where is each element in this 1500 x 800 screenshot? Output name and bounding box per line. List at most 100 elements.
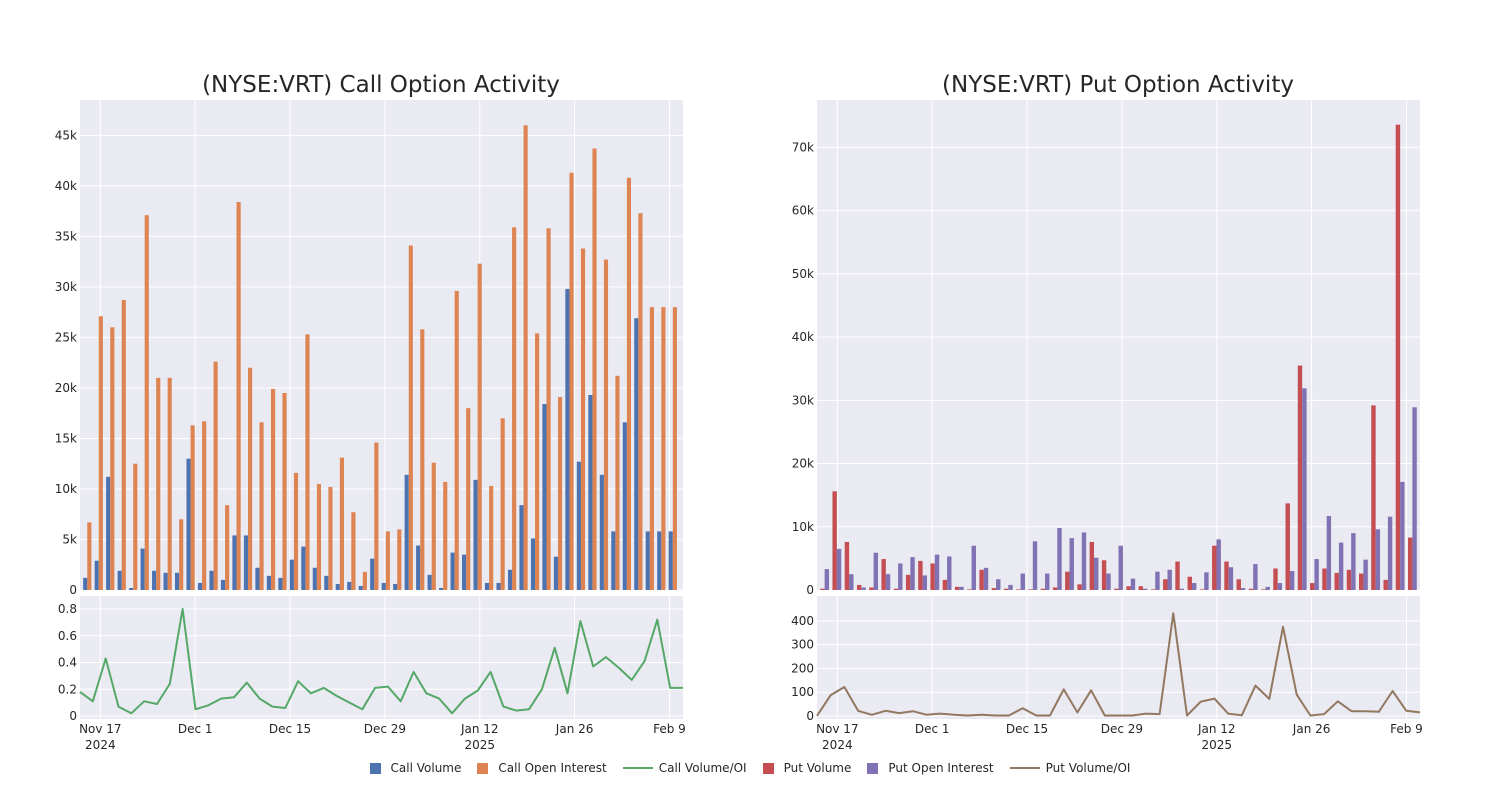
open-interest-bar bbox=[98, 316, 103, 590]
volume-bar bbox=[893, 588, 899, 590]
call-chart-title: (NYSE:VRT) Call Option Activity bbox=[202, 72, 560, 98]
open-interest-bar bbox=[1253, 564, 1258, 590]
open-interest-bar bbox=[248, 367, 253, 590]
open-interest-bar bbox=[1302, 388, 1307, 590]
ratio-y-tick-label: 400 bbox=[791, 614, 814, 628]
volume-bar bbox=[335, 583, 340, 590]
open-interest-bar bbox=[408, 245, 413, 590]
volume-bar bbox=[519, 505, 524, 590]
put-x-ticks: Nov 17 2024 Dec 1 Dec 15 Dec 29 Jan 12 2025 Jan… bbox=[816, 722, 1423, 752]
open-interest-bar bbox=[305, 334, 310, 590]
volume-bar bbox=[1175, 561, 1180, 590]
volume-bar bbox=[1138, 586, 1143, 590]
volume-bar bbox=[209, 570, 214, 590]
legend-label-put-volume: Put Volume bbox=[783, 761, 852, 775]
open-interest-bar bbox=[110, 327, 115, 590]
volume-bar bbox=[220, 579, 226, 590]
volume-bar bbox=[129, 587, 134, 590]
ratio-y-tick-label: 0.8 bbox=[58, 602, 77, 616]
open-interest-bar bbox=[225, 505, 230, 590]
y-tick-label: 30k bbox=[792, 393, 814, 407]
open-interest-bar bbox=[934, 554, 940, 590]
open-interest-bar bbox=[1363, 559, 1368, 590]
open-interest-bar bbox=[1130, 578, 1136, 590]
y-tick-label: 0 bbox=[806, 583, 814, 597]
open-interest-bar bbox=[1228, 567, 1234, 590]
open-interest-bar bbox=[569, 172, 574, 591]
volume-bar bbox=[358, 585, 363, 590]
volume-bar bbox=[462, 554, 467, 590]
open-interest-bar bbox=[1400, 481, 1405, 590]
x-tick-label: Jan 26 bbox=[1292, 722, 1331, 736]
volume-bar bbox=[1310, 583, 1315, 590]
open-interest-bar bbox=[603, 259, 609, 590]
volume-bar bbox=[324, 575, 329, 590]
volume-bar bbox=[1359, 573, 1364, 590]
volume-bar bbox=[622, 422, 627, 590]
open-interest-bar bbox=[836, 548, 842, 590]
volume-bar bbox=[645, 531, 650, 590]
open-interest-bar bbox=[661, 307, 666, 590]
volume-bar bbox=[954, 586, 960, 590]
open-interest-bar bbox=[849, 574, 854, 590]
volume-bar bbox=[507, 569, 513, 590]
legend: Call Volume Call Open Interest Call Volu… bbox=[0, 758, 1500, 778]
volume-bar bbox=[1395, 124, 1401, 590]
volume-bar bbox=[152, 570, 157, 590]
volume-bar bbox=[553, 556, 558, 590]
volume-bar bbox=[930, 563, 935, 590]
volume-bar bbox=[266, 575, 271, 590]
open-interest-bar bbox=[1314, 559, 1319, 590]
open-interest-bar bbox=[1216, 539, 1221, 590]
x-tick-label: Feb 9 bbox=[653, 722, 686, 736]
open-interest-bar bbox=[580, 248, 586, 591]
open-interest-bar bbox=[385, 531, 390, 590]
volume-bar bbox=[278, 577, 283, 590]
call-ratio-panel bbox=[80, 596, 683, 719]
put-ratio-line-group bbox=[816, 612, 1421, 717]
x-tick-year-label: 2024 bbox=[822, 738, 853, 752]
volume-bar bbox=[1322, 568, 1327, 590]
put-chart-title: (NYSE:VRT) Put Option Activity bbox=[942, 72, 1294, 98]
volume-bar bbox=[869, 587, 874, 590]
volume-bar bbox=[1040, 588, 1046, 590]
open-interest-bar bbox=[339, 457, 344, 590]
volume-oi-ratio-line bbox=[816, 612, 1421, 717]
volume-bar bbox=[588, 395, 593, 590]
open-interest-bar bbox=[824, 569, 830, 590]
volume-bar bbox=[94, 560, 99, 590]
volume-bar bbox=[174, 572, 180, 590]
volume-bar bbox=[565, 288, 570, 590]
volume-bar bbox=[1065, 571, 1070, 590]
volume-bar bbox=[312, 567, 317, 590]
open-interest-bar bbox=[443, 481, 448, 590]
call-option-chart: (NYSE:VRT) Call Option Activity 0 5k 10k 15… bbox=[55, 72, 686, 752]
volume-bar bbox=[416, 545, 421, 590]
put-main-panel bbox=[817, 100, 1420, 590]
open-interest-bar bbox=[649, 307, 654, 590]
legend-item-call-open-interest: Call Open Interest bbox=[477, 761, 607, 775]
open-interest-bar bbox=[546, 228, 551, 591]
ratio-y-tick-label: 0.2 bbox=[58, 682, 77, 696]
open-interest-bar bbox=[259, 422, 264, 590]
volume-bar bbox=[243, 535, 249, 590]
volume-bar bbox=[301, 546, 306, 590]
open-interest-bar bbox=[626, 177, 632, 590]
call-ratio-line-group bbox=[79, 608, 683, 715]
volume-bar bbox=[856, 584, 862, 590]
ratio-y-tick-label: 300 bbox=[791, 638, 814, 652]
legend-swatch-call-volume bbox=[369, 762, 381, 774]
volume-bar bbox=[232, 535, 237, 590]
open-interest-bar bbox=[615, 375, 620, 590]
open-interest-bar bbox=[873, 552, 879, 590]
open-interest-bar bbox=[1106, 573, 1111, 590]
volume-bar bbox=[820, 588, 825, 590]
volume-bar bbox=[844, 541, 850, 590]
volume-bar bbox=[1285, 503, 1290, 590]
volume-bar bbox=[1003, 588, 1009, 590]
open-interest-bar bbox=[1338, 542, 1344, 590]
put-grid bbox=[817, 100, 1420, 719]
legend-item-call-volume: Call Volume bbox=[369, 761, 461, 775]
volume-bar bbox=[1199, 589, 1205, 590]
call-x-ticks: Nov 17 2024 Dec 1 Dec 15 Dec 29 Jan 12 2025 Jan… bbox=[79, 722, 686, 752]
